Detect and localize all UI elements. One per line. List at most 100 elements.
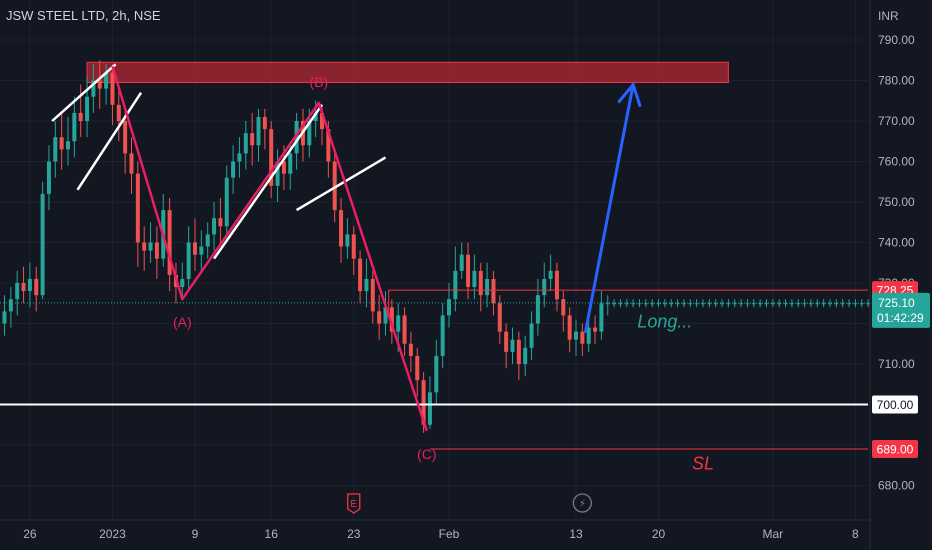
time-tick-label: 9 (192, 527, 199, 541)
wave-label: (C) (417, 446, 436, 462)
candle-body (231, 161, 236, 178)
candle-body (307, 121, 312, 146)
candle-body (510, 339, 515, 352)
candle-body (504, 331, 509, 352)
abc-wave-pattern (111, 65, 428, 432)
candle-body (408, 343, 413, 356)
earnings-icon[interactable] (347, 493, 361, 514)
candle-body (815, 303, 820, 305)
candle-body (605, 303, 610, 305)
candle-body (250, 133, 255, 146)
candle-body (783, 303, 788, 305)
candle-body (59, 137, 64, 150)
candle-body (618, 303, 623, 305)
candle-body (599, 303, 604, 332)
candle-body (116, 104, 121, 121)
candle-body (529, 323, 534, 348)
candle-body (269, 129, 274, 186)
candle-body (40, 193, 45, 296)
stop-loss-badge (872, 440, 918, 459)
candle-body (427, 392, 432, 425)
candle-body (548, 270, 553, 279)
candle-body (643, 303, 648, 305)
price-tick-label: 750.00 (878, 195, 915, 209)
supply-zone (86, 61, 729, 84)
dividend-icon[interactable] (572, 493, 592, 513)
candle-body (243, 133, 248, 154)
candle-body (808, 303, 813, 305)
candle-body (224, 177, 229, 227)
candle-body (34, 278, 39, 296)
candle-body (688, 303, 693, 305)
candle-body (288, 153, 293, 174)
trend-line (295, 156, 387, 212)
candle-body (91, 80, 96, 97)
candle-body (351, 234, 356, 259)
candle-body (370, 278, 375, 312)
candle-body (389, 307, 394, 332)
candle-body (593, 327, 598, 332)
sl-annotation: SL (692, 453, 714, 473)
candle-body (402, 315, 407, 344)
candle-body (167, 210, 172, 275)
candle-body (135, 173, 140, 243)
candle-body (15, 283, 20, 300)
price-tick-label: 710.00 (878, 357, 915, 371)
candle-body (345, 234, 350, 247)
earnings-marker-label: E (350, 499, 357, 510)
wave-label: (B) (309, 74, 328, 90)
last-price-badge (872, 292, 930, 328)
candle-body (485, 278, 490, 296)
candle-body (828, 303, 832, 305)
price-tick-label: 770.00 (878, 114, 915, 128)
time-tick-label: 2023 (99, 527, 126, 541)
price-tick-label: 680.00 (878, 479, 915, 493)
candle-body (637, 303, 642, 305)
candle-body (256, 116, 261, 146)
candle-body (720, 303, 725, 305)
time-tick-label: Mar (763, 527, 784, 541)
candle-body (574, 331, 578, 340)
candle-body (612, 303, 617, 305)
candle-body (694, 303, 699, 305)
candle-body (326, 129, 331, 162)
candle-body (78, 112, 83, 121)
candle-body (669, 303, 674, 305)
candle-body (701, 303, 705, 305)
candle-body (758, 303, 763, 305)
candle-body (853, 303, 858, 305)
candle-body (46, 161, 51, 194)
candle-body (516, 339, 521, 364)
resistance-line (388, 289, 868, 316)
candle-body (358, 258, 363, 292)
candle-body (262, 116, 267, 130)
candle-body (294, 121, 299, 154)
dividend-marker-label: ⚡ (578, 497, 586, 510)
candle-body (535, 295, 540, 324)
support-badge (872, 395, 918, 414)
candle-body (212, 218, 217, 235)
candle-body (377, 311, 382, 324)
currency-label: INR (878, 9, 899, 23)
candle-body (770, 303, 775, 305)
time-tick-label: 26 (23, 527, 37, 541)
candle-body (472, 270, 477, 288)
price-tick-label: 740.00 (878, 236, 915, 250)
wave-label: (A) (173, 314, 192, 330)
candle-body (440, 315, 445, 356)
trend-line (51, 63, 117, 122)
trend-line (76, 91, 143, 191)
candle-body (459, 254, 464, 271)
candle-body (72, 112, 77, 142)
candle-body (866, 303, 871, 305)
candle-body (396, 315, 401, 332)
projection-arrow-shaft (584, 83, 635, 334)
time-tick-label: 13 (569, 527, 583, 541)
support-badge-label: 700.00 (877, 398, 914, 412)
bar-countdown-label: 01:42:29 (877, 311, 924, 325)
candle-body (554, 270, 559, 300)
candle-body (580, 331, 585, 344)
price-tick-label: 780.00 (878, 74, 915, 88)
candle-body (631, 303, 636, 305)
